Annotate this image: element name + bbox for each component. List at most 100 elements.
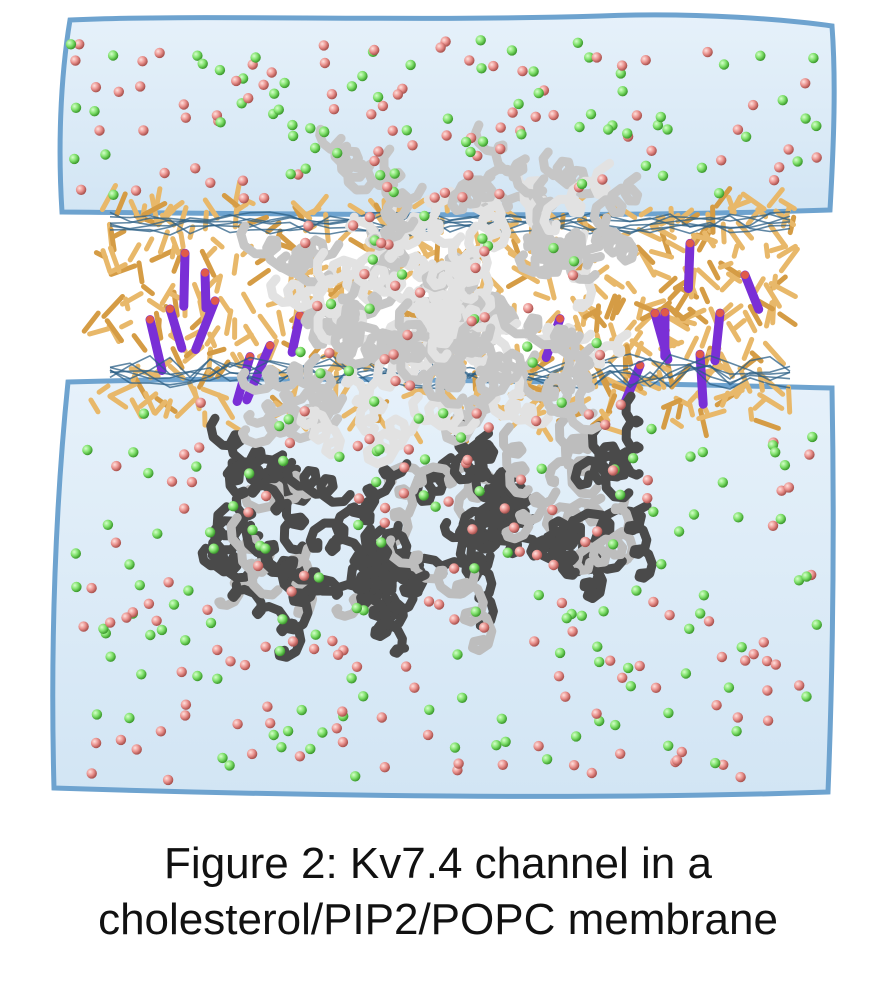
ion-red <box>180 112 191 123</box>
ion-red <box>422 729 434 741</box>
ion-red <box>409 682 420 693</box>
ion-green <box>128 447 139 458</box>
ion-red <box>232 718 243 730</box>
ion-green <box>273 104 284 115</box>
lipid-tail <box>670 417 684 429</box>
lipid-tail <box>667 286 682 302</box>
lipid-tail <box>740 191 767 212</box>
ion-green <box>662 124 673 135</box>
ion-red <box>284 437 296 449</box>
ion-red <box>441 130 452 141</box>
lipid-tail <box>614 297 626 316</box>
ion-green <box>449 742 461 753</box>
lipid-tail <box>649 249 675 260</box>
protein-coil <box>471 120 548 199</box>
ion-red <box>373 146 384 157</box>
ion-red <box>287 636 299 647</box>
ion-red <box>479 312 490 323</box>
ion-red <box>137 56 148 67</box>
ion-red <box>212 644 223 656</box>
lipid-tail <box>768 281 798 299</box>
lipid-tail <box>144 236 155 252</box>
ion-green <box>405 59 416 71</box>
lipid-tail <box>649 222 677 241</box>
lipid-tail <box>232 178 243 208</box>
ion-red <box>648 596 659 608</box>
ion-green <box>779 460 791 471</box>
lipid-tail <box>652 269 672 281</box>
protein-coil <box>330 133 376 195</box>
ion-green <box>460 136 472 148</box>
ion-red <box>762 685 773 696</box>
ion-green <box>374 444 385 455</box>
ion-green <box>346 673 357 684</box>
lipid-tail <box>184 329 202 341</box>
protein-coil <box>357 585 410 658</box>
ion-red <box>243 507 254 518</box>
ion-green <box>574 121 585 133</box>
protein-coil <box>274 580 320 662</box>
ion-red <box>205 177 216 188</box>
ion-red <box>111 460 122 472</box>
ion-green <box>192 50 203 61</box>
lipid-tail <box>726 321 742 343</box>
ions <box>65 35 822 786</box>
ion-red <box>530 111 541 123</box>
cholesterol <box>740 270 764 314</box>
lipid-tail <box>104 318 124 344</box>
cholesterol <box>683 238 695 294</box>
lipid-tail <box>777 311 798 327</box>
ion-green <box>180 635 191 646</box>
lipid-tail <box>503 244 521 261</box>
protein-coil <box>352 566 430 599</box>
ion-green <box>214 64 226 76</box>
protein-coil <box>282 457 355 507</box>
ion-red <box>166 476 178 487</box>
cholesterol <box>200 268 211 313</box>
ion-green <box>413 413 424 424</box>
ion-green <box>655 111 666 123</box>
ion-green <box>572 37 584 48</box>
ion-green <box>469 563 480 574</box>
ion-red <box>163 577 174 588</box>
ion-green <box>287 130 299 142</box>
ion-green <box>592 641 603 652</box>
ion-red <box>533 740 544 752</box>
protein-coil <box>441 394 498 446</box>
ion-green <box>631 585 642 596</box>
ion-green <box>695 608 706 619</box>
lipid-tail <box>659 231 673 259</box>
ion-red <box>470 262 481 274</box>
protein-coil <box>530 216 556 280</box>
ion-green <box>696 162 708 173</box>
lipid-tail <box>763 242 771 259</box>
ion-red <box>767 520 779 531</box>
lipid-tail <box>170 346 185 371</box>
cholesterol <box>145 315 167 375</box>
lipid-tail <box>635 244 656 265</box>
cholesterol-hydroxyl <box>181 249 189 258</box>
cholesterol-hydroxyl <box>166 305 174 313</box>
ion-green <box>610 719 621 731</box>
cholesterol <box>287 311 305 357</box>
cholesterol-hydroxyl <box>661 308 669 317</box>
ion-green <box>260 543 271 554</box>
ion-green <box>477 136 489 147</box>
cholesterol-hydroxyl <box>556 314 564 323</box>
lipid-tail <box>702 230 716 249</box>
ion-red <box>711 700 722 711</box>
cholesterol-hydroxyl <box>266 341 274 350</box>
lipid-tail <box>107 262 128 275</box>
ion-red <box>499 503 510 514</box>
protein-coil <box>555 521 580 580</box>
ion-green <box>98 623 109 634</box>
ion-green <box>491 740 502 751</box>
protein-coil <box>572 527 628 575</box>
lipid-tail <box>776 243 798 259</box>
ion-green <box>91 709 103 720</box>
ion-red <box>467 524 478 535</box>
ion-red <box>286 586 297 597</box>
lipid-tail <box>81 310 101 334</box>
ion-red <box>774 162 785 173</box>
ion-red <box>262 701 273 712</box>
